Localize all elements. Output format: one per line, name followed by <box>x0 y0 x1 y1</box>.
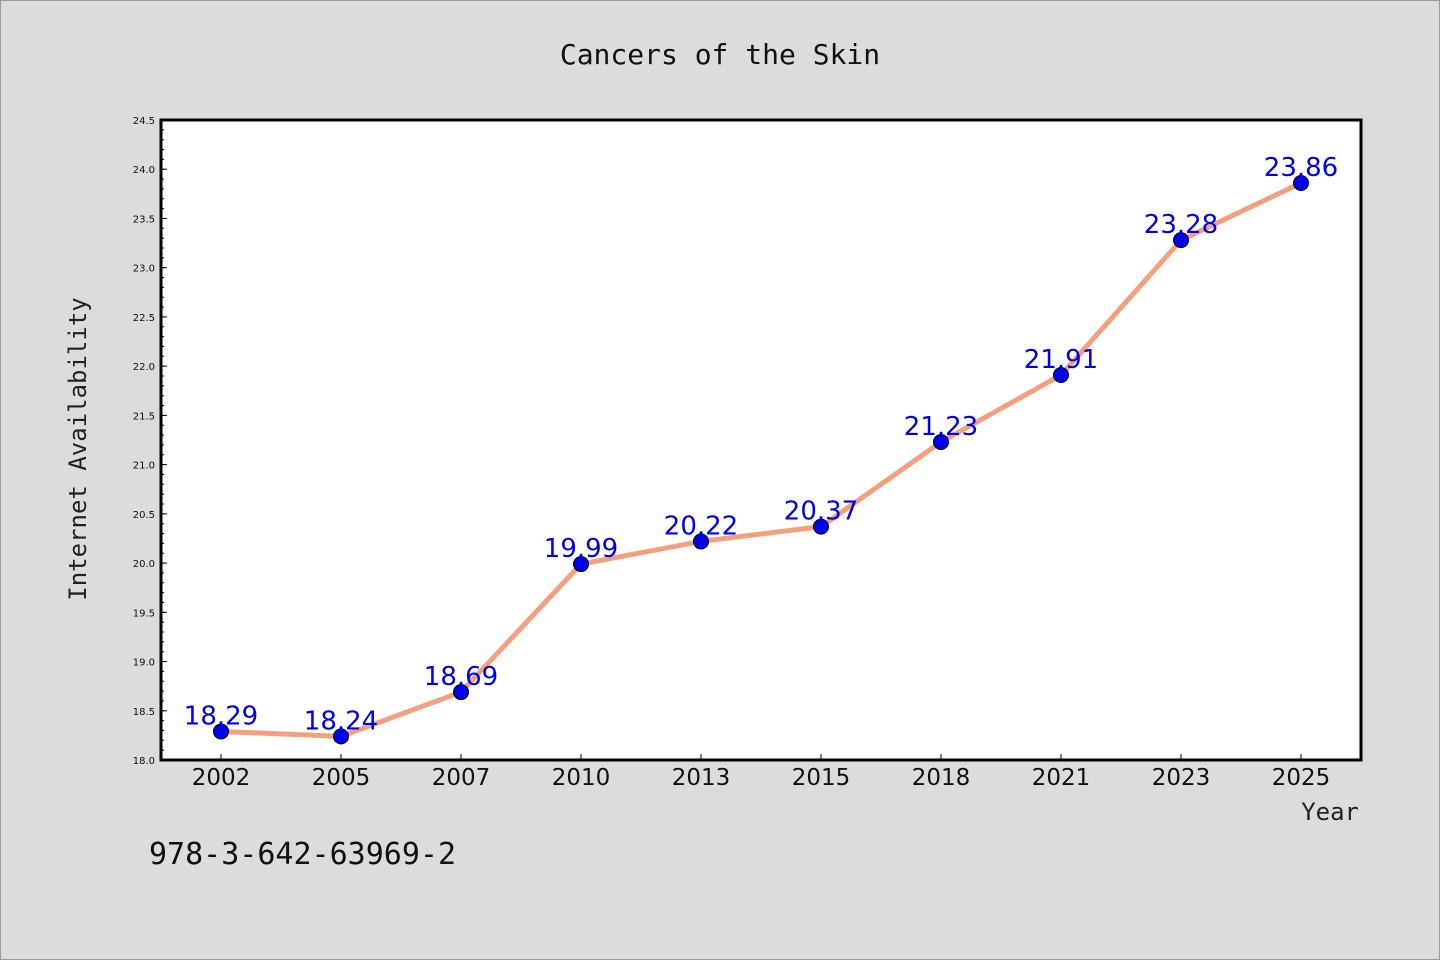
plot-area <box>159 118 1363 762</box>
x-axis: 2002 2005 2007 2010 2013 2015 2018 2021 2023 2025 <box>192 754 1331 791</box>
chart-title: Cancers of the Skin <box>560 38 880 71</box>
data-point <box>813 518 829 535</box>
footnote-isbn: 978-3-642-63969-2 <box>149 837 456 872</box>
y-tick-label: 24.0 <box>133 165 155 176</box>
y-tick-label: 18.0 <box>133 756 155 767</box>
x-tick-label: 2002 <box>192 765 251 791</box>
y-tick-label: 23.5 <box>133 214 155 225</box>
data-point <box>213 723 229 740</box>
y-tick-label: 19.5 <box>133 608 155 619</box>
x-tick-label: 2015 <box>792 765 851 791</box>
y-tick-label: 19.0 <box>133 658 155 669</box>
data-label: 19.99 <box>544 534 618 564</box>
data-point <box>573 556 589 573</box>
x-tick-label: 2007 <box>432 765 491 791</box>
y-tick-label: 22.5 <box>133 313 155 324</box>
x-axis-label: Year <box>1301 798 1359 826</box>
x-tick-label: 2023 <box>1152 765 1211 791</box>
data-label: 23.86 <box>1264 153 1338 183</box>
y-tick-label: 20.0 <box>133 559 155 570</box>
data-label: 20.37 <box>784 497 858 527</box>
data-labels: 18.29 18.24 18.69 19.99 20.22 20.37 21.23 21.91… <box>184 153 1338 736</box>
y-tick-label: 23.0 <box>133 264 155 275</box>
y-tick-label: 18.5 <box>133 707 155 718</box>
data-label: 18.69 <box>424 662 498 692</box>
x-tick-label: 2005 <box>312 765 371 791</box>
y-tick-label: 24.5 <box>133 116 155 127</box>
data-point <box>333 728 349 745</box>
data-label: 20.22 <box>664 511 738 541</box>
data-point <box>1293 175 1309 192</box>
x-tick-label: 2025 <box>1272 765 1331 791</box>
y-tick-label: 21.0 <box>133 461 155 472</box>
x-tick-label: 2018 <box>912 765 971 791</box>
y-tick-label: 22.0 <box>133 362 155 373</box>
series-markers <box>213 175 1309 745</box>
data-label: 21.91 <box>1024 345 1098 375</box>
data-label: 18.29 <box>184 701 258 731</box>
data-label: 21.23 <box>904 412 978 442</box>
data-label: 23.28 <box>1144 210 1218 240</box>
y-tick-label: 20.5 <box>133 510 155 521</box>
data-point <box>1173 232 1189 249</box>
y-tick-label: 21.5 <box>133 411 155 422</box>
x-tick-label: 2021 <box>1032 765 1091 791</box>
data-point <box>1053 367 1069 384</box>
y-axis: 18.0 18.5 19.0 19.5 20.0 20.5 21.0 21.5 22.0 22.5… <box>133 116 167 767</box>
data-point <box>453 684 469 701</box>
data-point <box>693 533 709 550</box>
series-line <box>220 180 1303 739</box>
data-label: 18.24 <box>304 706 378 736</box>
x-tick-label: 2010 <box>552 765 611 791</box>
data-point <box>933 433 949 450</box>
y-axis-label: Internet Availability <box>64 297 92 600</box>
x-tick-label: 2013 <box>672 765 731 791</box>
